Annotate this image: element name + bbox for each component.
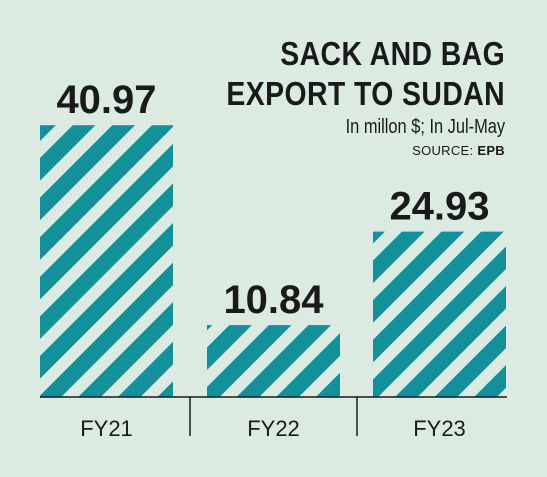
chart-title-line-2: EXPORT TO SUDAN [226,75,505,112]
value-label-fy22: 10.84 [223,278,324,322]
chart-title-line-1: SACK AND BAG [280,35,505,72]
category-label-fy23: FY23 [413,416,466,441]
source-value: EPB [477,143,505,158]
bar-fy21 [40,125,173,397]
bar-fy22 [207,325,340,397]
chart-source: SOURCE: EPB [181,142,505,160]
chart-title-block: SACK AND BAG EXPORT TO SUDAN In millon $… [181,34,505,160]
value-label-fy23: 24.93 [389,185,489,229]
value-label-fy21: 40.97 [56,78,156,122]
chart-subtitle: In millon $; In Jul-May [345,116,505,138]
bar-fy23 [373,231,506,397]
source-label: SOURCE: [412,143,474,158]
category-label-fy21: FY21 [80,416,133,441]
category-label-fy22: FY22 [247,416,300,441]
